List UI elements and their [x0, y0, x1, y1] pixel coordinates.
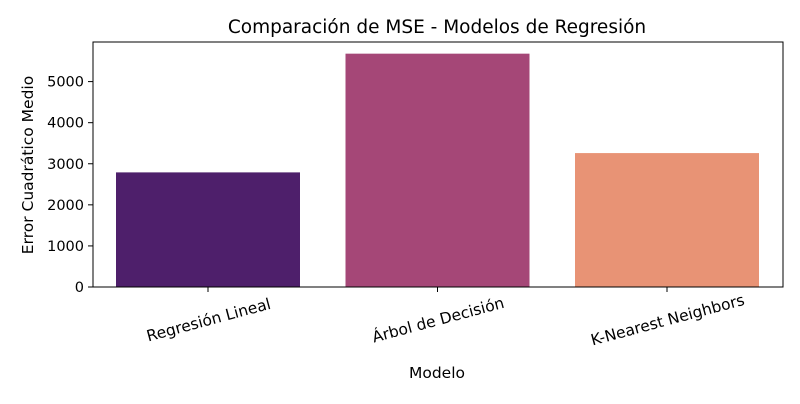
x-axis-ticks: Regresión Lineal Árbol de Decisión K-Neare… [145, 287, 747, 349]
y-tick-label: 1000 [47, 239, 84, 255]
chart-title: Comparación de MSE - Modelos de Regresió… [228, 17, 646, 38]
y-axis-ticks: 0 1000 2000 3000 4000 5000 [47, 75, 93, 296]
y-tick-label: 3000 [47, 157, 84, 173]
x-axis-label: Modelo [409, 364, 465, 382]
y-tick-label: 5000 [47, 75, 84, 91]
bar-2 [345, 53, 530, 287]
bar-1 [116, 172, 300, 287]
bar-3 [575, 153, 759, 287]
x-tick-label: Árbol de Decisión [370, 293, 506, 347]
bars-layer [116, 53, 759, 287]
y-tick-label: 2000 [47, 198, 84, 214]
x-tick-label: Regresión Lineal [145, 295, 273, 345]
x-tick-label: K-Nearest Neighbors [589, 291, 747, 349]
y-axis-label: Error Cuadrático Medio [19, 76, 37, 254]
y-tick-label: 4000 [47, 116, 84, 132]
plot-frame [92, 41, 784, 288]
y-tick-label: 0 [75, 280, 84, 296]
